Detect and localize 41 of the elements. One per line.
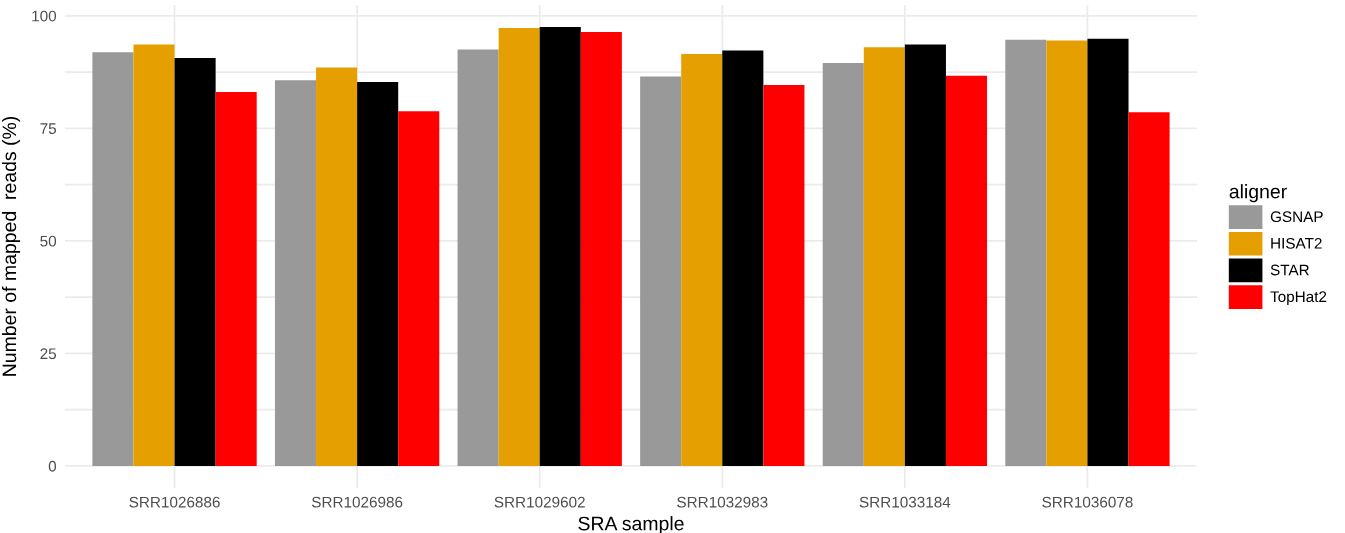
bar — [1087, 38, 1129, 466]
legend-label: GSNAP — [1270, 211, 1323, 223]
bar — [681, 54, 723, 466]
legend-label: HISAT2 — [1271, 237, 1322, 249]
bar — [133, 44, 175, 466]
bar — [316, 67, 358, 466]
bar — [92, 52, 134, 466]
y-tick-label: 0 — [48, 460, 57, 472]
bar — [1128, 112, 1170, 466]
x-tick-label: SRR1032983 — [677, 496, 768, 508]
bar — [640, 76, 682, 466]
legend-title: aligner — [1229, 184, 1287, 203]
x-tick-label: SRR1029602 — [494, 496, 585, 508]
bar — [398, 111, 440, 466]
bar — [357, 81, 399, 466]
bar — [763, 85, 805, 466]
bar — [274, 80, 317, 466]
bar — [722, 50, 764, 466]
bar — [457, 49, 499, 466]
bar — [863, 47, 905, 466]
bar — [1046, 40, 1088, 466]
bar — [945, 75, 988, 466]
x-tick-label: SRR1033184 — [859, 496, 951, 508]
x-tick-label: SRR1036078 — [1042, 496, 1133, 508]
legend-label: STAR — [1270, 264, 1309, 276]
x-tick-label: SRR1026886 — [129, 496, 220, 508]
y-tick-label: 75 — [40, 123, 57, 135]
y-tick-label: 25 — [40, 348, 57, 360]
y-axis-title: Number of mapped reads (%) — [1, 116, 21, 376]
bar — [904, 44, 946, 466]
bar — [174, 58, 216, 466]
bar — [498, 27, 540, 466]
legend-label: TopHat2 — [1270, 291, 1327, 306]
bar — [215, 91, 257, 466]
bar — [539, 27, 581, 466]
y-tick-label: 100 — [32, 10, 57, 22]
y-tick-label: 50 — [40, 235, 57, 247]
bar — [1005, 39, 1047, 466]
x-tick-label: SRR1026986 — [311, 496, 403, 508]
bar — [580, 32, 622, 466]
bar — [822, 63, 864, 466]
